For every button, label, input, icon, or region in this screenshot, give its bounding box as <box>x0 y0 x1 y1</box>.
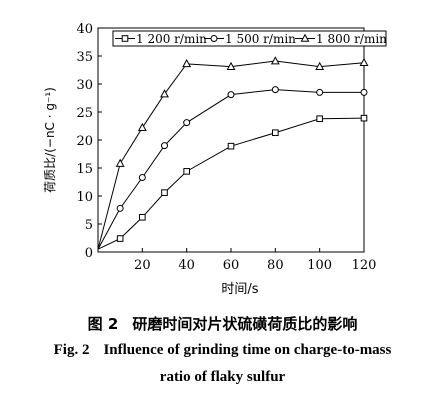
legend-label-1: 1 200 r/min <box>136 32 207 46</box>
data-point-series-2 <box>161 142 168 150</box>
data-point-series-1 <box>272 129 279 137</box>
data-point-series-2 <box>227 91 235 99</box>
data-point-series-2 <box>116 204 124 212</box>
y-tick-label: 20 <box>76 134 93 149</box>
data-point-series-3 <box>315 61 325 70</box>
y-axis-label: 荷质比/(−nC · g⁻¹) <box>43 87 57 193</box>
data-point-series-1 <box>183 168 190 175</box>
data-point-series-3 <box>115 158 125 167</box>
legend-marker-2 <box>210 35 218 42</box>
data-point-series-3 <box>182 58 192 68</box>
caption-en-title-line1: Influence of grinding time on charge-to-… <box>103 342 392 358</box>
data-point-series-1 <box>139 213 146 221</box>
line-chart: 0 5 10 15 20 25 30 35 40 20 40 60 80 100 120 1 200 r/m… <box>43 22 387 297</box>
caption-en-figure-number: Fig. 2 <box>53 342 90 358</box>
y-tick-label: 30 <box>76 78 93 93</box>
legend-label-3: 1 800 r/min <box>316 32 387 46</box>
axes <box>97 27 365 253</box>
data-point-series-2 <box>271 86 279 94</box>
caption-chinese: 图 2 研磨时间对片状硫磺荷质比的影响 <box>0 313 445 334</box>
x-tick-label: 80 <box>267 258 284 273</box>
data-point-series-1 <box>316 115 323 123</box>
data-point-series-1 <box>116 235 124 242</box>
x-tick-label: 40 <box>178 258 195 273</box>
data-point-series-3 <box>160 89 169 98</box>
data-point-series-3 <box>137 122 147 131</box>
y-tick-label: 10 <box>76 190 93 205</box>
legend-label-2: 1 500 r/min <box>225 32 296 46</box>
data-point-series-2 <box>183 119 191 127</box>
data-point-series-2 <box>316 88 324 96</box>
plot-frame <box>97 27 365 253</box>
x-tick-label: 100 <box>307 258 332 273</box>
y-tick-label: 0 <box>85 246 93 261</box>
data-point-series-2 <box>360 88 368 96</box>
data-point-series-2 <box>138 174 146 182</box>
data-point-series-3 <box>359 57 369 67</box>
data-point-series-1 <box>227 142 235 150</box>
y-tick-label: 35 <box>76 50 93 65</box>
legend-box <box>112 30 387 47</box>
data-point-series-1 <box>360 114 368 122</box>
y-tick-label: 25 <box>76 106 93 121</box>
y-tick-label: 40 <box>76 22 93 37</box>
x-tick-label: 20 <box>134 258 151 273</box>
legend: 1 200 r/min 1 500 r/min 1 800 r/min <box>112 30 387 47</box>
caption-english-line1: Fig. 2 Influence of grinding time on char… <box>0 342 445 359</box>
ticks: 0 5 10 15 20 25 30 35 40 20 40 60 80 100 120 <box>76 22 376 273</box>
y-tick-label: 15 <box>76 162 93 177</box>
x-tick-label: 120 <box>352 258 377 273</box>
x-axis-label: 时间/s <box>221 282 258 297</box>
data-point-series-3 <box>226 61 236 70</box>
legend-marker-3 <box>300 33 310 42</box>
series-group <box>97 56 369 250</box>
caption-cn-title: 研磨时间对片状硫磺荷质比的影响 <box>132 315 358 333</box>
data-point-series-1 <box>161 189 168 196</box>
y-tick-label: 5 <box>85 218 93 233</box>
legend-marker-1 <box>121 35 129 42</box>
x-tick-label: 60 <box>223 258 240 273</box>
caption-english-line2: ratio of flaky sulfur <box>159 369 286 385</box>
series-line-2 <box>97 89 364 250</box>
caption-cn-figure-number: 图 2 <box>87 315 119 333</box>
data-point-series-3 <box>270 56 280 65</box>
